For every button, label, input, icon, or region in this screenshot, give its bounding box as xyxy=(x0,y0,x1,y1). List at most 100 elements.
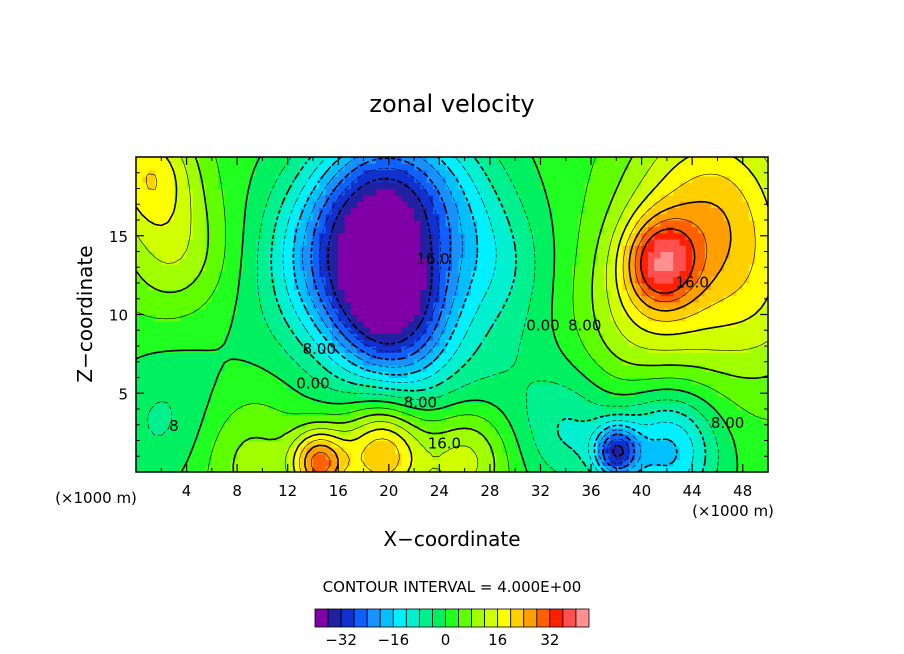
heatmap-cell xyxy=(199,245,207,253)
heatmap-cell xyxy=(395,257,403,265)
heatmap-cell xyxy=(426,320,434,328)
heatmap-cell xyxy=(281,415,289,423)
heatmap-cell xyxy=(218,201,226,208)
heatmap-cell xyxy=(357,276,365,284)
heatmap-cell xyxy=(199,257,207,265)
heatmap-cell xyxy=(761,220,768,227)
heatmap-cell xyxy=(502,232,510,240)
heatmap-cell xyxy=(407,364,415,372)
heatmap-cell xyxy=(502,194,510,202)
heatmap-cell xyxy=(578,364,586,372)
heatmap-cell xyxy=(205,276,213,284)
heatmap-cell xyxy=(647,220,655,227)
heatmap-cell xyxy=(483,226,491,234)
heatmap-cell xyxy=(496,276,504,284)
heatmap-cell xyxy=(395,409,403,416)
heatmap-cell xyxy=(306,245,314,253)
heatmap-cell xyxy=(344,396,352,404)
heatmap-cell xyxy=(458,402,466,410)
heatmap-cell xyxy=(565,465,573,472)
heatmap-cell xyxy=(635,383,643,391)
heatmap-cell xyxy=(685,289,693,297)
heatmap-cell xyxy=(306,163,314,171)
heatmap-cell xyxy=(154,453,162,460)
heatmap-cell xyxy=(350,402,358,410)
heatmap-cell xyxy=(578,308,586,316)
heatmap-cell xyxy=(534,207,542,215)
heatmap-cell xyxy=(597,283,605,290)
heatmap-cell xyxy=(628,157,636,164)
heatmap-cell xyxy=(287,440,295,448)
heatmap-cell xyxy=(572,251,579,259)
heatmap-cell xyxy=(679,245,687,253)
heatmap-cell xyxy=(445,295,453,303)
heatmap-cell xyxy=(230,314,238,322)
heatmap-cell xyxy=(300,459,308,467)
heatmap-cell xyxy=(654,390,662,397)
heatmap-cell xyxy=(262,169,270,177)
heatmap-cell xyxy=(344,264,352,271)
heatmap-cell xyxy=(489,371,497,379)
heatmap-cell xyxy=(167,257,175,265)
heatmap-cell xyxy=(647,289,655,297)
heatmap-cell xyxy=(420,327,428,334)
heatmap-cell xyxy=(445,314,453,322)
heatmap-cell xyxy=(167,220,175,227)
heatmap-cell xyxy=(565,295,573,303)
heatmap-cell xyxy=(192,213,200,221)
heatmap-cell xyxy=(439,245,447,253)
heatmap-cell xyxy=(635,238,643,246)
heatmap-cell xyxy=(407,163,415,171)
heatmap-cell xyxy=(521,402,529,410)
heatmap-cell xyxy=(401,226,409,234)
heatmap-cell xyxy=(616,371,624,379)
heatmap-cell xyxy=(218,276,226,284)
heatmap-cell xyxy=(527,396,535,404)
heatmap-cell xyxy=(357,175,365,183)
heatmap-cell xyxy=(470,226,478,234)
heatmap-cell xyxy=(319,427,327,435)
heatmap-cell xyxy=(470,238,478,246)
heatmap-cell xyxy=(755,314,763,322)
heatmap-cell xyxy=(685,333,693,341)
heatmap-cell xyxy=(154,314,162,322)
heatmap-cell xyxy=(717,163,725,171)
heatmap-cell xyxy=(641,283,649,290)
heatmap-cell xyxy=(698,182,706,190)
heatmap-cell xyxy=(717,188,725,196)
heatmap-cell xyxy=(685,402,693,410)
heatmap-cell xyxy=(357,358,365,366)
heatmap-cell xyxy=(382,301,390,309)
heatmap-cell xyxy=(154,157,162,164)
heatmap-cell xyxy=(635,245,643,253)
heatmap-cell xyxy=(603,358,611,366)
heatmap-cell xyxy=(300,289,308,297)
heatmap-cell xyxy=(597,383,605,391)
heatmap-cell xyxy=(154,264,162,271)
heatmap-cell xyxy=(749,220,756,227)
heatmap-cell xyxy=(376,377,384,385)
heatmap-cell xyxy=(578,320,586,328)
heatmap-cell xyxy=(148,453,156,460)
heatmap-cell xyxy=(742,194,750,202)
heatmap-cell xyxy=(395,238,403,246)
heatmap-cell xyxy=(237,201,245,208)
heatmap-cell xyxy=(243,333,251,341)
heatmap-cell xyxy=(591,409,598,416)
heatmap-cell xyxy=(433,427,440,435)
heatmap-cell xyxy=(205,188,213,196)
heatmap-cell xyxy=(414,270,421,278)
heatmap-cell xyxy=(300,169,308,177)
heatmap-cell xyxy=(496,194,504,202)
heatmap-cell xyxy=(363,226,371,234)
heatmap-cell xyxy=(546,409,554,416)
heatmap-cell xyxy=(230,415,238,423)
heatmap-cell xyxy=(742,364,750,372)
heatmap-cell xyxy=(294,446,301,454)
heatmap-cell xyxy=(363,427,371,435)
heatmap-cell xyxy=(357,213,365,221)
heatmap-cell xyxy=(281,383,289,391)
heatmap-cell xyxy=(426,264,434,271)
heatmap-cell xyxy=(647,232,655,240)
heatmap-cell xyxy=(660,295,668,303)
